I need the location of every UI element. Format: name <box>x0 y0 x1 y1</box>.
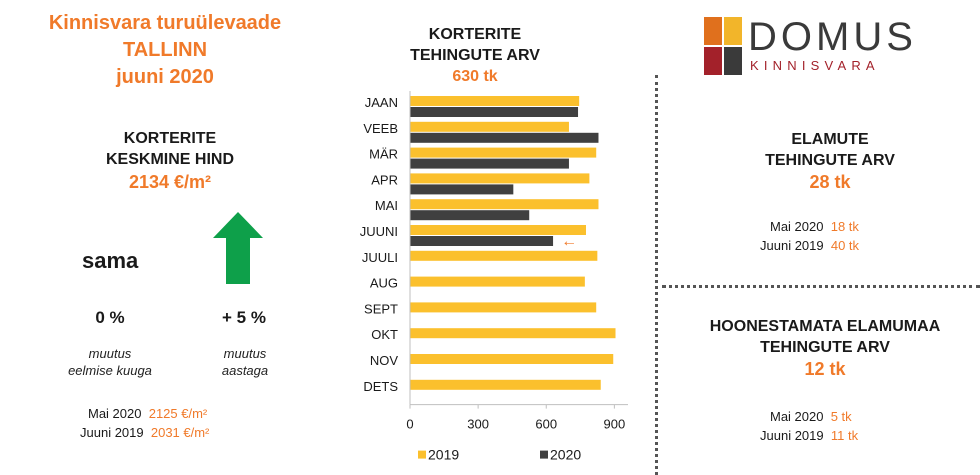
avg-price-value: 2134 €/m² <box>128 172 212 192</box>
monthly-change-caption-line2: eelmise kuuga <box>68 363 152 378</box>
bar-2019-aug <box>410 276 585 287</box>
land-history-label: Mai 2020 <box>770 409 824 424</box>
vertical-divider <box>655 75 658 475</box>
legend-swatch-2019 <box>418 450 426 459</box>
houses-deals-value: 28 tk <box>809 172 851 192</box>
domus-logo-sub: KINNISVARA <box>750 58 880 73</box>
bar-2020-veeb <box>410 132 599 143</box>
land-history-label: Juuni 2019 <box>760 428 824 443</box>
y-tick-label: JUUNI <box>360 224 398 239</box>
x-tick-label: 600 <box>535 417 557 432</box>
houses-history-label: Juuni 2019 <box>760 238 824 253</box>
avg-price-heading-line2: KESKMINE HIND <box>105 151 234 168</box>
bar-2020-juuni <box>410 236 554 246</box>
y-tick-label: AUG <box>370 276 398 291</box>
price-history-value: 2031 €/m² <box>150 425 210 440</box>
y-tick-label: JAAN <box>365 95 398 110</box>
chart-title-value: 630 tk <box>452 68 498 85</box>
bar-2020-apr <box>410 184 514 195</box>
price-history-label: Mai 2020 <box>88 406 142 421</box>
bar-2019-nov <box>410 354 614 364</box>
legend-label-2019: 2019 <box>428 447 459 463</box>
y-tick-label: DETS <box>363 379 398 394</box>
avg-price-heading-line1: KORTERITE <box>123 130 217 147</box>
houses-history-mai: Mai 2020 18 tk <box>770 218 859 236</box>
houses-history-value: 18 tk <box>830 219 859 234</box>
price-history-value: 2125 €/m² <box>148 406 208 421</box>
x-tick-label: 0 <box>406 417 413 432</box>
bar-2019-apr <box>410 173 590 184</box>
yearly-change-caption: muutus aastaga <box>190 345 300 379</box>
houses-deals-heading-line2: TEHINGUTE ARV <box>765 152 895 169</box>
price-history-label: Juuni 2019 <box>80 425 144 440</box>
bar-2019-sept <box>410 302 597 313</box>
houses-deals-heading-line1: ELAMUTE <box>791 131 869 148</box>
land-deals-heading-line2: TEHINGUTE ARV <box>760 339 890 356</box>
land-deals-heading-line1: HOONESTAMATA ELAMUMAA <box>709 318 941 335</box>
highlight-arrow-marker: ← <box>561 233 577 250</box>
bar-2019-mai <box>410 199 599 210</box>
yearly-change-caption-line1: muutus <box>223 346 267 361</box>
houses-deals-heading: ELAMUTE TEHINGUTE ARV <box>690 129 970 171</box>
land-history-juuni: Juuni 2019 11 tk <box>760 427 858 445</box>
bar-2019-veeb <box>410 121 569 132</box>
houses-history-value: 40 tk <box>830 238 860 253</box>
bar-2020-mai <box>410 210 530 221</box>
y-tick-label: MÄR <box>369 147 398 162</box>
yearly-change-value: + 5 % <box>222 308 266 327</box>
report-title: Kinnisvara turuülevaade TALLINN juuni 20… <box>0 10 330 91</box>
domus-logo-name: DOMUS <box>748 15 917 59</box>
report-title-line1: Kinnisvara turuülevaade <box>48 12 282 34</box>
y-tick-label: SEPT <box>364 301 398 316</box>
y-tick-label: OKT <box>371 327 398 342</box>
bar-2019-mär <box>410 147 597 158</box>
legend-swatch-2020 <box>540 450 548 459</box>
monthly-change-caption-line1: muutus <box>88 346 132 361</box>
y-tick-label: MAI <box>375 198 398 213</box>
x-tick-label: 900 <box>604 417 626 432</box>
bar-2020-mär <box>410 158 569 169</box>
domus-logo: DOMUS KINNISVARA <box>700 15 950 75</box>
bar-2019-dets <box>410 379 601 390</box>
apartment-deals-chart: JAAN VEEB MÄR APR MAI JUUNI ← JUULI AUG SEPT OKT NO… <box>360 91 628 463</box>
land-history-value: 11 tk <box>830 428 859 443</box>
land-deals-value: 12 tk <box>804 359 846 379</box>
bar-2019-juuni <box>410 225 586 235</box>
price-history-mai: Mai 2020 2125 €/m² <box>88 405 207 423</box>
yearly-change-caption-line2: aastaga <box>221 363 269 378</box>
land-history-value: 5 tk <box>830 409 852 424</box>
y-tick-label: APR <box>371 172 398 187</box>
bar-2019-juuli <box>410 250 598 261</box>
chart-title-line2: TEHINGUTE ARV <box>410 47 540 64</box>
bar-2020-jaan <box>410 107 579 117</box>
horizontal-divider <box>662 285 980 288</box>
report-title-city: TALLINN <box>122 39 208 61</box>
chart-title: KORTERITE TEHINGUTE ARV 630 tk <box>360 24 590 87</box>
x-tick-label: 300 <box>467 417 489 432</box>
domus-logo-mark-icon <box>704 17 742 75</box>
legend-label-2020: 2020 <box>550 447 581 463</box>
up-arrow-icon <box>213 212 263 284</box>
houses-history-label: Mai 2020 <box>770 219 824 234</box>
houses-history-juuni: Juuni 2019 40 tk <box>760 237 859 255</box>
price-history-juuni: Juuni 2019 2031 €/m² <box>80 424 209 442</box>
y-tick-label: JUULI <box>362 250 398 265</box>
avg-price-heading: KORTERITE KESKMINE HIND <box>40 128 300 170</box>
monthly-change-caption: muutus eelmise kuuga <box>30 345 190 379</box>
bar-2019-okt <box>410 328 616 339</box>
land-deals-heading: HOONESTAMATA ELAMUMAA TEHINGUTE ARV <box>670 316 980 358</box>
land-history-mai: Mai 2020 5 tk <box>770 408 852 426</box>
y-tick-label: VEEB <box>363 121 398 136</box>
monthly-status-word: sama <box>82 248 139 273</box>
chart-title-line1: KORTERITE <box>428 26 522 43</box>
monthly-change-value: 0 % <box>95 308 125 327</box>
bar-2019-jaan <box>410 96 580 106</box>
y-tick-label: NOV <box>370 353 399 368</box>
report-title-period: juuni 2020 <box>116 66 214 88</box>
